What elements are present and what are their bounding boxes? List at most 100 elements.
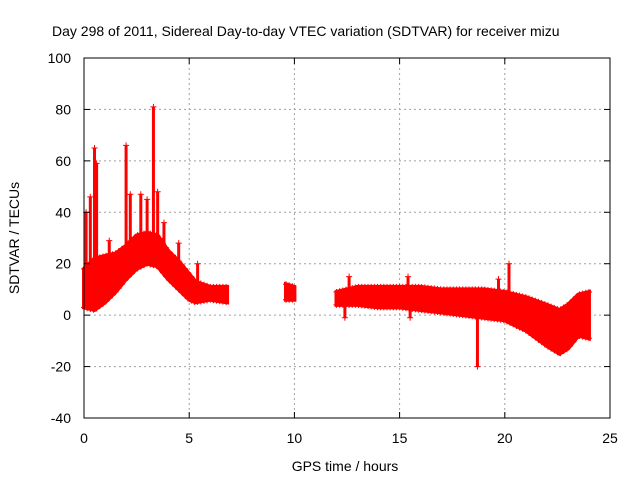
data-point-marker (131, 234, 138, 241)
data-point-marker (541, 341, 548, 348)
y-tick-label: 100 (48, 50, 72, 66)
data-point-marker (567, 299, 574, 306)
data-point-marker (548, 345, 555, 352)
data-point-marker (118, 245, 125, 252)
data-point-marker (474, 363, 481, 370)
data-point-marker (541, 301, 548, 308)
data-point-marker (96, 303, 103, 310)
y-tick-label: -40 (51, 410, 71, 426)
data-point-marker (535, 336, 542, 343)
data-point-marker (576, 291, 583, 298)
chart-title: Day 298 of 2011, Sidereal Day-to-day VTE… (52, 23, 560, 39)
data-point-marker (118, 281, 125, 288)
x-tick-label: 10 (287, 430, 303, 446)
data-point-marker (525, 295, 532, 302)
data-point-marker (500, 317, 507, 324)
data-point-marker (582, 334, 589, 341)
grid (84, 58, 610, 418)
data-point-marker (407, 314, 414, 321)
x-tick-label: 20 (497, 430, 513, 446)
data-point-marker (156, 235, 163, 242)
data-point-marker (197, 280, 204, 287)
data-point-marker (495, 276, 502, 283)
data-point-marker (163, 273, 170, 280)
data-point-marker (131, 267, 138, 274)
data-point-marker (525, 329, 532, 336)
data-point-marker (544, 302, 551, 309)
data-point-marker (90, 306, 97, 313)
data-point-marker (336, 288, 343, 295)
data-point-marker (570, 296, 577, 303)
data-point-marker (223, 283, 230, 290)
data-point-marker (282, 281, 289, 288)
data-point-marker (339, 287, 346, 294)
y-tick-label: 80 (55, 101, 71, 117)
data-point-marker (532, 334, 539, 341)
data-point-marker (137, 191, 144, 198)
data-point-marker (115, 285, 122, 292)
data-point-marker (185, 295, 192, 302)
data-point-marker (181, 265, 188, 272)
data-point-marker (140, 262, 147, 269)
data-point-marker (579, 290, 586, 297)
data-point-marker (106, 295, 113, 302)
data-point-marker (134, 265, 141, 272)
data-point-marker (513, 322, 520, 329)
data-point-marker (519, 326, 526, 333)
data-point-marker (513, 291, 520, 298)
data-point-marker (112, 250, 119, 257)
y-tick-label: -20 (51, 359, 71, 375)
data-point-marker (159, 269, 166, 276)
data-point-marker (204, 282, 211, 289)
data-point-marker (529, 296, 536, 303)
data-band (334, 284, 591, 357)
data-point-marker (166, 277, 173, 284)
axis-ticks: 0 5 10 15 20 25 -40 -20 0 20 40 60 80 100 (48, 50, 618, 446)
x-tick-label: 5 (185, 430, 193, 446)
data-point-marker (127, 191, 134, 198)
x-tick-label: 25 (602, 430, 618, 446)
data-point-marker (507, 319, 514, 326)
data-point-marker (147, 261, 154, 268)
data-point-marker (87, 193, 94, 200)
y-axis-label: SDTVAR / TECUs (6, 182, 22, 294)
data-point-marker (522, 294, 529, 301)
data-point-marker (109, 292, 116, 299)
data-point-marker (535, 298, 542, 305)
data-point-marker (570, 339, 577, 346)
data-point-marker (286, 282, 293, 289)
data-point-marker (342, 286, 349, 293)
data-point-marker (289, 283, 296, 290)
data-point-marker (93, 305, 100, 312)
data-point-marker (93, 160, 100, 167)
data-point-marker (579, 333, 586, 340)
data-point-marker (500, 288, 507, 295)
data-point-marker (112, 289, 119, 295)
data-point-marker (551, 304, 558, 311)
data-point-marker (510, 321, 517, 328)
data-point-marker (538, 339, 545, 346)
data-point-marker (567, 343, 574, 349)
data-point-marker (548, 303, 555, 310)
data-point-marker (99, 253, 106, 260)
data-point-marker (115, 248, 122, 255)
data-point-marker (181, 292, 188, 299)
data-point-marker (150, 103, 157, 110)
data-point-marker (194, 260, 201, 267)
data-point-marker (200, 281, 207, 288)
data-point-marker (576, 332, 583, 339)
data-point-marker (289, 296, 296, 303)
data-point-marker (175, 240, 182, 247)
data-point-marker (84, 305, 91, 312)
data-point-marker (178, 262, 185, 268)
data-point-marker (188, 273, 195, 280)
data-point-marker (532, 297, 539, 304)
data-point-marker (128, 271, 135, 277)
data-point-marker (166, 248, 173, 255)
data-point-marker (144, 196, 151, 203)
data-point-marker (163, 244, 170, 251)
data-point-marker (563, 346, 570, 353)
y-tick-label: 0 (63, 307, 71, 323)
data-point-marker (573, 293, 580, 300)
